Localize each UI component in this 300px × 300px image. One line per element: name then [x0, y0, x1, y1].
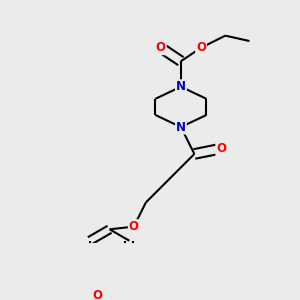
Text: O: O: [92, 289, 103, 300]
Text: N: N: [176, 80, 186, 93]
Text: O: O: [129, 220, 139, 233]
Text: O: O: [216, 142, 226, 155]
Text: O: O: [196, 41, 206, 54]
Text: N: N: [176, 121, 186, 134]
Text: O: O: [156, 41, 166, 54]
